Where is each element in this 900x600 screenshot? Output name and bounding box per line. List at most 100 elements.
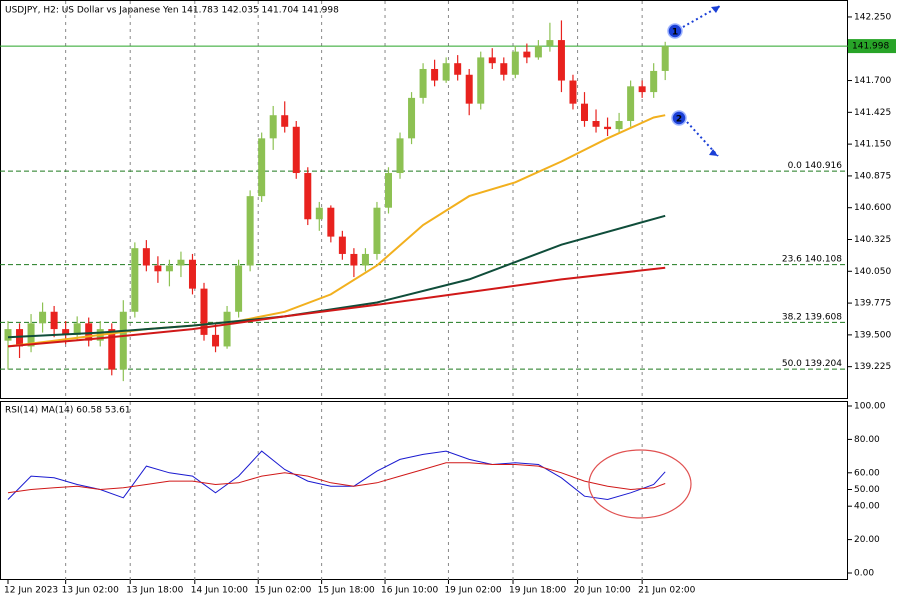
- price-pane: [0, 0, 848, 399]
- candle-body: [304, 173, 312, 220]
- moving-average: [7, 114, 666, 348]
- candle-body: [488, 57, 496, 64]
- x-tick-label: 12 Jun 2023: [4, 586, 58, 596]
- candle-body: [569, 80, 577, 104]
- x-tick-label: 19 Jun 02:00: [444, 586, 501, 596]
- candle-body: [627, 86, 635, 122]
- candle-body: [177, 259, 185, 266]
- candle-body: [131, 248, 139, 312]
- candle-body: [581, 103, 588, 122]
- candle-body: [500, 63, 508, 75]
- y-tick-label: 140.050: [854, 267, 891, 277]
- candle-body: [373, 207, 381, 254]
- candle-body: [661, 46, 669, 71]
- x-tick-label: 15 Jun 02:00: [254, 586, 311, 596]
- fib-label: 0.0 140.916: [788, 161, 843, 171]
- price-tag-label: 141.998: [852, 42, 889, 52]
- price-tag: [848, 39, 896, 54]
- candle-body: [396, 138, 404, 174]
- rsi-tick-label: 50.00: [854, 485, 880, 495]
- annotation-marker: [667, 23, 683, 39]
- candle-body: [511, 51, 519, 75]
- candle-body: [534, 45, 542, 58]
- candle-body: [523, 51, 531, 58]
- moving-average: [7, 266, 666, 348]
- rsi-line: [7, 450, 666, 501]
- highlight-ellipse: [588, 449, 692, 519]
- candle-body: [258, 138, 266, 197]
- candle-body: [108, 329, 116, 370]
- y-tick-label: 141.425: [854, 108, 891, 118]
- y-tick-label: 139.775: [854, 299, 891, 309]
- candle-body: [85, 323, 93, 341]
- candle-body: [269, 115, 277, 139]
- fib-level-name: 0.0: [788, 161, 803, 171]
- candle-body: [650, 70, 658, 93]
- candle-body: [384, 173, 392, 208]
- rsi-tick-label: 0.00: [854, 568, 874, 578]
- fib-level-name: 50.0: [782, 359, 802, 369]
- fib-level-name: 23.6: [782, 254, 802, 264]
- candle-body: [281, 115, 289, 127]
- candle-body: [142, 248, 150, 266]
- y-tick-label: 141.150: [854, 140, 891, 150]
- candle-body: [408, 97, 416, 139]
- fib-label: 23.6 140.108: [782, 254, 842, 264]
- y-tick-label: 139.500: [854, 330, 891, 340]
- x-tick-label: 13 Jun 18:00: [126, 586, 183, 596]
- rsi-title: RSI(14) MA(14) 60.58 53.61: [5, 406, 131, 416]
- candle-body: [546, 40, 554, 46]
- arrow-head: [709, 149, 718, 156]
- y-tick-label: 139.225: [854, 362, 891, 372]
- candle-body: [592, 121, 600, 127]
- fib-price: 139.608: [805, 312, 842, 322]
- candle-body: [39, 311, 47, 324]
- fib-price: 140.916: [805, 161, 842, 171]
- rsi-tick-label: 20.00: [854, 535, 880, 545]
- candle-body: [119, 311, 127, 370]
- candle-body: [188, 259, 196, 289]
- candle-body: [62, 329, 70, 335]
- rsi-pane: [0, 401, 848, 580]
- x-tick-label: 16 Jun 10:00: [381, 586, 438, 596]
- annotation-label: 1: [672, 28, 678, 38]
- candle-body: [246, 196, 254, 266]
- rsi-line: [7, 462, 666, 494]
- candle-body: [327, 207, 335, 237]
- rsi-tick-label: 60.00: [854, 468, 880, 478]
- candle-body: [604, 126, 612, 130]
- fib-label: 50.0 139.204: [782, 359, 842, 369]
- candle-body: [338, 236, 346, 254]
- y-tick-label: 140.875: [854, 171, 891, 181]
- candle-body: [165, 265, 173, 272]
- candle-body: [557, 40, 565, 81]
- rsi-tick-label: 100.00: [854, 402, 886, 412]
- candle-body: [223, 311, 231, 347]
- rsi-tick-label: 80.00: [854, 435, 880, 445]
- moving-average: [7, 214, 666, 339]
- rsi-tick-label: 40.00: [854, 502, 880, 512]
- annotation-marker: [671, 110, 687, 126]
- candle-body: [235, 265, 243, 312]
- y-tick-label: 140.600: [854, 203, 891, 213]
- y-tick-label: 140.325: [854, 235, 891, 245]
- candle-body: [212, 334, 220, 347]
- candle-body: [442, 63, 450, 81]
- y-tick-label: 142.250: [854, 12, 891, 22]
- candle-body: [615, 121, 623, 130]
- candle-body: [4, 329, 12, 341]
- candle-body: [638, 86, 646, 93]
- fib-level-name: 38.2: [782, 312, 802, 322]
- candle-body: [431, 68, 439, 81]
- x-tick-label: 15 Jun 18:00: [318, 586, 375, 596]
- fib-label: 38.2 139.608: [782, 312, 842, 322]
- x-tick-label: 19 Jun 18:00: [509, 586, 566, 596]
- candle-body: [50, 311, 58, 330]
- x-tick-label: 13 Jun 02:00: [62, 586, 119, 596]
- fib-price: 139.204: [805, 359, 842, 369]
- chart-title: USDJPY, H2: US Dollar vs Japanese Yen 14…: [5, 6, 339, 16]
- candle-body: [454, 63, 462, 75]
- annotation-label: 2: [676, 115, 682, 125]
- candle-body: [27, 323, 35, 347]
